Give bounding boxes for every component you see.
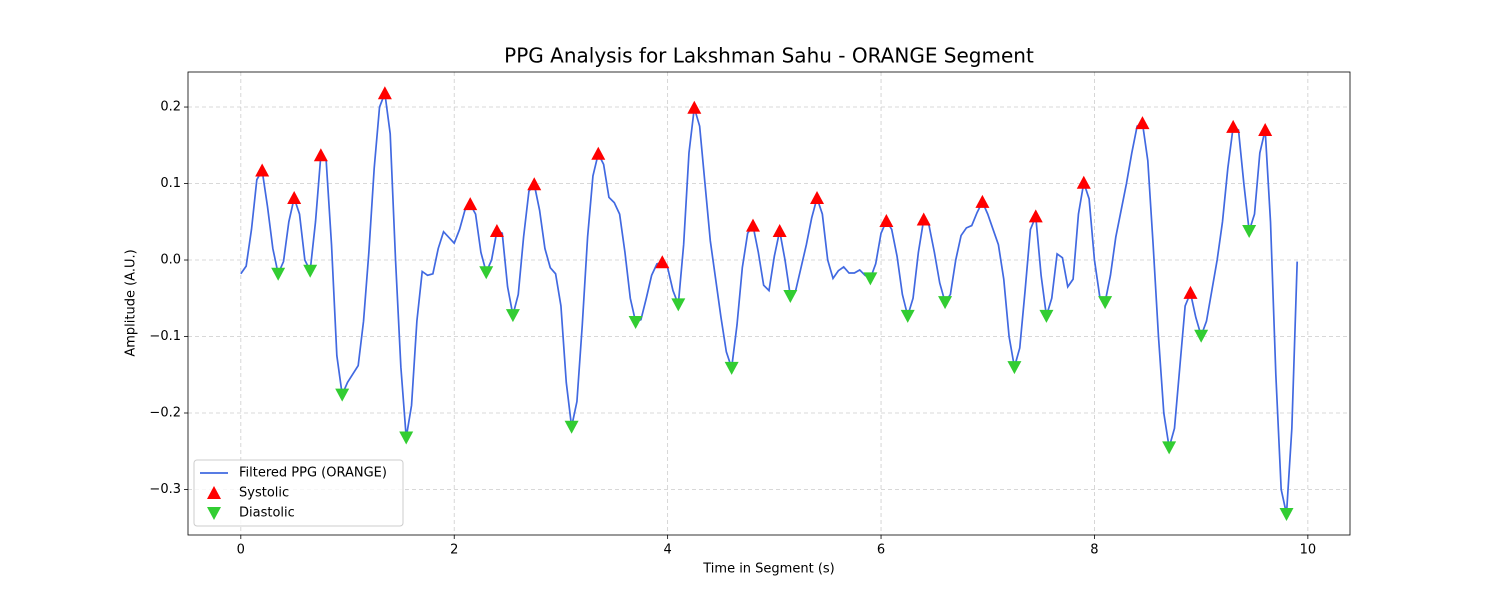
systolic-marker: [1258, 122, 1273, 136]
diastolic-marker: [335, 388, 350, 402]
diastolic-marker: [1007, 361, 1022, 375]
x-axis-label: Time in Segment (s): [702, 562, 834, 577]
y-tick-label: −0.1: [149, 329, 181, 344]
systolic-marker: [1135, 116, 1150, 130]
systolic-marker: [287, 191, 302, 205]
x-tick-label: 8: [1090, 543, 1098, 558]
systolic-marker: [1226, 119, 1241, 133]
systolic-marker: [255, 163, 270, 177]
diastolic-marker: [479, 266, 494, 280]
legend-label: Filtered PPG (ORANGE): [239, 466, 387, 481]
chart-title: PPG Analysis for Lakshman Sahu - ORANGE …: [504, 44, 1034, 68]
diastolic-marker: [1194, 329, 1209, 343]
x-tick-label: 10: [1300, 543, 1317, 558]
diastolic-marker: [303, 264, 318, 278]
diastolic-marker: [1162, 441, 1177, 455]
x-tick-label: 2: [450, 543, 458, 558]
diastolic-marker: [1279, 507, 1294, 521]
diastolic-marker: [724, 361, 739, 375]
data-line: [240, 92, 1299, 515]
y-tick-label: 0.2: [160, 100, 181, 115]
x-tick-label: 0: [237, 543, 245, 558]
diastolic-marker: [1039, 309, 1054, 323]
systolic-marker: [591, 146, 606, 160]
diastolic-marker: [271, 267, 286, 281]
systolic-marker: [313, 148, 328, 162]
systolic-marker: [772, 223, 787, 237]
y-tick-label: 0.0: [160, 253, 181, 268]
diastolic-marker: [783, 289, 798, 303]
y-tick-label: −0.3: [149, 482, 181, 497]
plot-frame: [187, 71, 1351, 536]
systolic-marker: [527, 177, 542, 191]
diastolic-marker: [628, 315, 643, 329]
systolic-marker: [655, 255, 670, 269]
legend-label: Systolic: [239, 486, 289, 501]
legend-swatch: [207, 486, 221, 499]
systolic-marker: [975, 194, 990, 208]
diastolic-marker: [671, 298, 686, 312]
systolic-marker: [463, 197, 478, 211]
systolic-marker: [879, 214, 894, 228]
y-tick-label: −0.2: [149, 405, 181, 420]
diastolic-marker: [564, 420, 579, 434]
systolic-marker: [745, 218, 760, 232]
legend-label: Diastolic: [239, 506, 295, 521]
x-tick-label: 4: [663, 543, 671, 558]
diastolic-marker: [505, 309, 520, 323]
y-axis-label: Amplitude (A.U.): [124, 249, 139, 356]
systolic-marker: [377, 86, 392, 100]
x-tick-label: 6: [877, 543, 885, 558]
systolic-marker: [1076, 175, 1091, 189]
diastolic-marker: [938, 296, 953, 310]
legend-box: [193, 459, 404, 527]
systolic-marker: [810, 191, 825, 205]
diastolic-marker: [1098, 296, 1113, 310]
systolic-marker: [1028, 209, 1043, 223]
y-tick-label: 0.1: [160, 176, 181, 191]
systolic-marker: [687, 100, 702, 114]
legend-swatch: [207, 507, 221, 520]
diastolic-marker: [1242, 224, 1257, 238]
diastolic-marker: [399, 431, 414, 445]
diastolic-marker: [900, 309, 915, 323]
diastolic-marker: [863, 272, 878, 286]
systolic-marker: [489, 223, 504, 237]
systolic-marker: [916, 212, 931, 226]
systolic-marker: [1183, 285, 1198, 299]
